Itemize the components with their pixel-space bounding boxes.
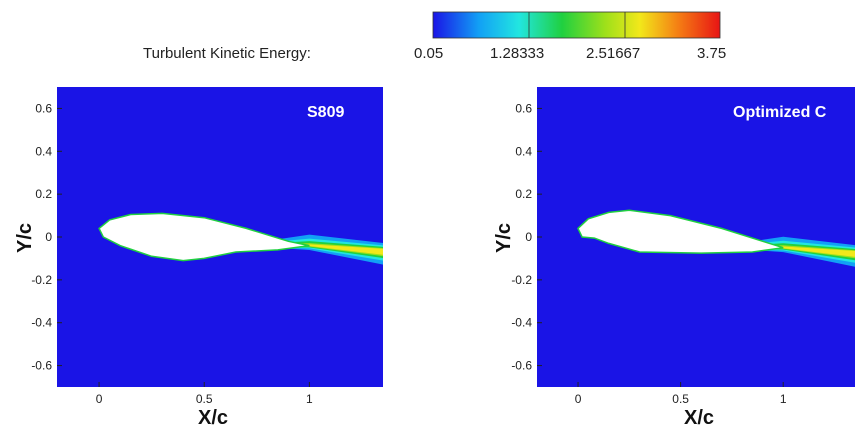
y-tick-label: -0.2 — [511, 273, 532, 287]
wake-contour-band — [721, 246, 855, 257]
y-tick-label: -0.6 — [511, 359, 532, 373]
y-tick-label: 0.2 — [515, 187, 532, 201]
colorbar-label: Turbulent Kinetic Energy: — [143, 45, 311, 62]
panel-title: S809 — [307, 104, 344, 121]
panel-title: Optimized C — [733, 104, 827, 121]
y-tick-label: 0.4 — [35, 144, 52, 158]
y-axis-label: Y/c — [14, 223, 36, 253]
x-axis-label: X/c — [198, 407, 228, 429]
x-axis-label: X/c — [684, 407, 714, 429]
y-tick-label: 0.4 — [515, 144, 532, 158]
y-tick-label: 0.2 — [35, 187, 52, 201]
y-tick-label: 0.6 — [35, 101, 52, 115]
y-tick-label: 0.6 — [515, 101, 532, 115]
colorbar-gradient — [432, 11, 721, 39]
wake-contour-band — [246, 244, 383, 255]
x-tick-label: 0 — [575, 392, 582, 406]
x-axis-ticks: 0 0.5 1 — [96, 382, 313, 406]
panel-optimized: 0.60.40.20-0.2-0.4-0.6 0 0.5 1 Optimized C… — [493, 87, 855, 429]
panel-s809: 0.60.40.20-0.2-0.4-0.6 0 0.5 1 S809 X/c Y/… — [14, 87, 383, 429]
y-tick-label: -0.4 — [31, 316, 52, 330]
x-tick-label: 1 — [780, 392, 787, 406]
colorbar-tick: 3.75 — [697, 45, 726, 62]
y-tick-label: 0 — [45, 230, 52, 244]
x-tick-label: 0.5 — [672, 392, 689, 406]
y-tick-label: -0.4 — [511, 316, 532, 330]
y-tick-label: -0.6 — [31, 359, 52, 373]
x-tick-label: 1 — [306, 392, 313, 406]
x-axis-ticks: 0 0.5 1 — [575, 382, 787, 406]
colorbar: Turbulent Kinetic Energy: 0.05 1.28333 2… — [143, 11, 726, 62]
y-axis-ticks: 0.6 0.4 0.2 0 -0.2 -0.4 -0.6 — [511, 101, 542, 373]
colorbar-tick: 0.05 — [414, 45, 443, 62]
airfoil-shape — [98, 212, 310, 262]
colorbar-tick: 1.28333 — [490, 45, 544, 62]
airfoil-shape — [577, 209, 784, 254]
y-tick-label: -0.2 — [31, 273, 52, 287]
y-axis-label: Y/c — [493, 223, 515, 253]
x-tick-label: 0 — [96, 392, 103, 406]
colorbar-tick: 2.51667 — [586, 45, 640, 62]
y-tick-label: 0 — [525, 230, 532, 244]
y-axis-ticks: 0.6 0.4 0.2 0 -0.2 -0.4 -0.6 — [31, 101, 62, 373]
x-tick-label: 0.5 — [196, 392, 213, 406]
